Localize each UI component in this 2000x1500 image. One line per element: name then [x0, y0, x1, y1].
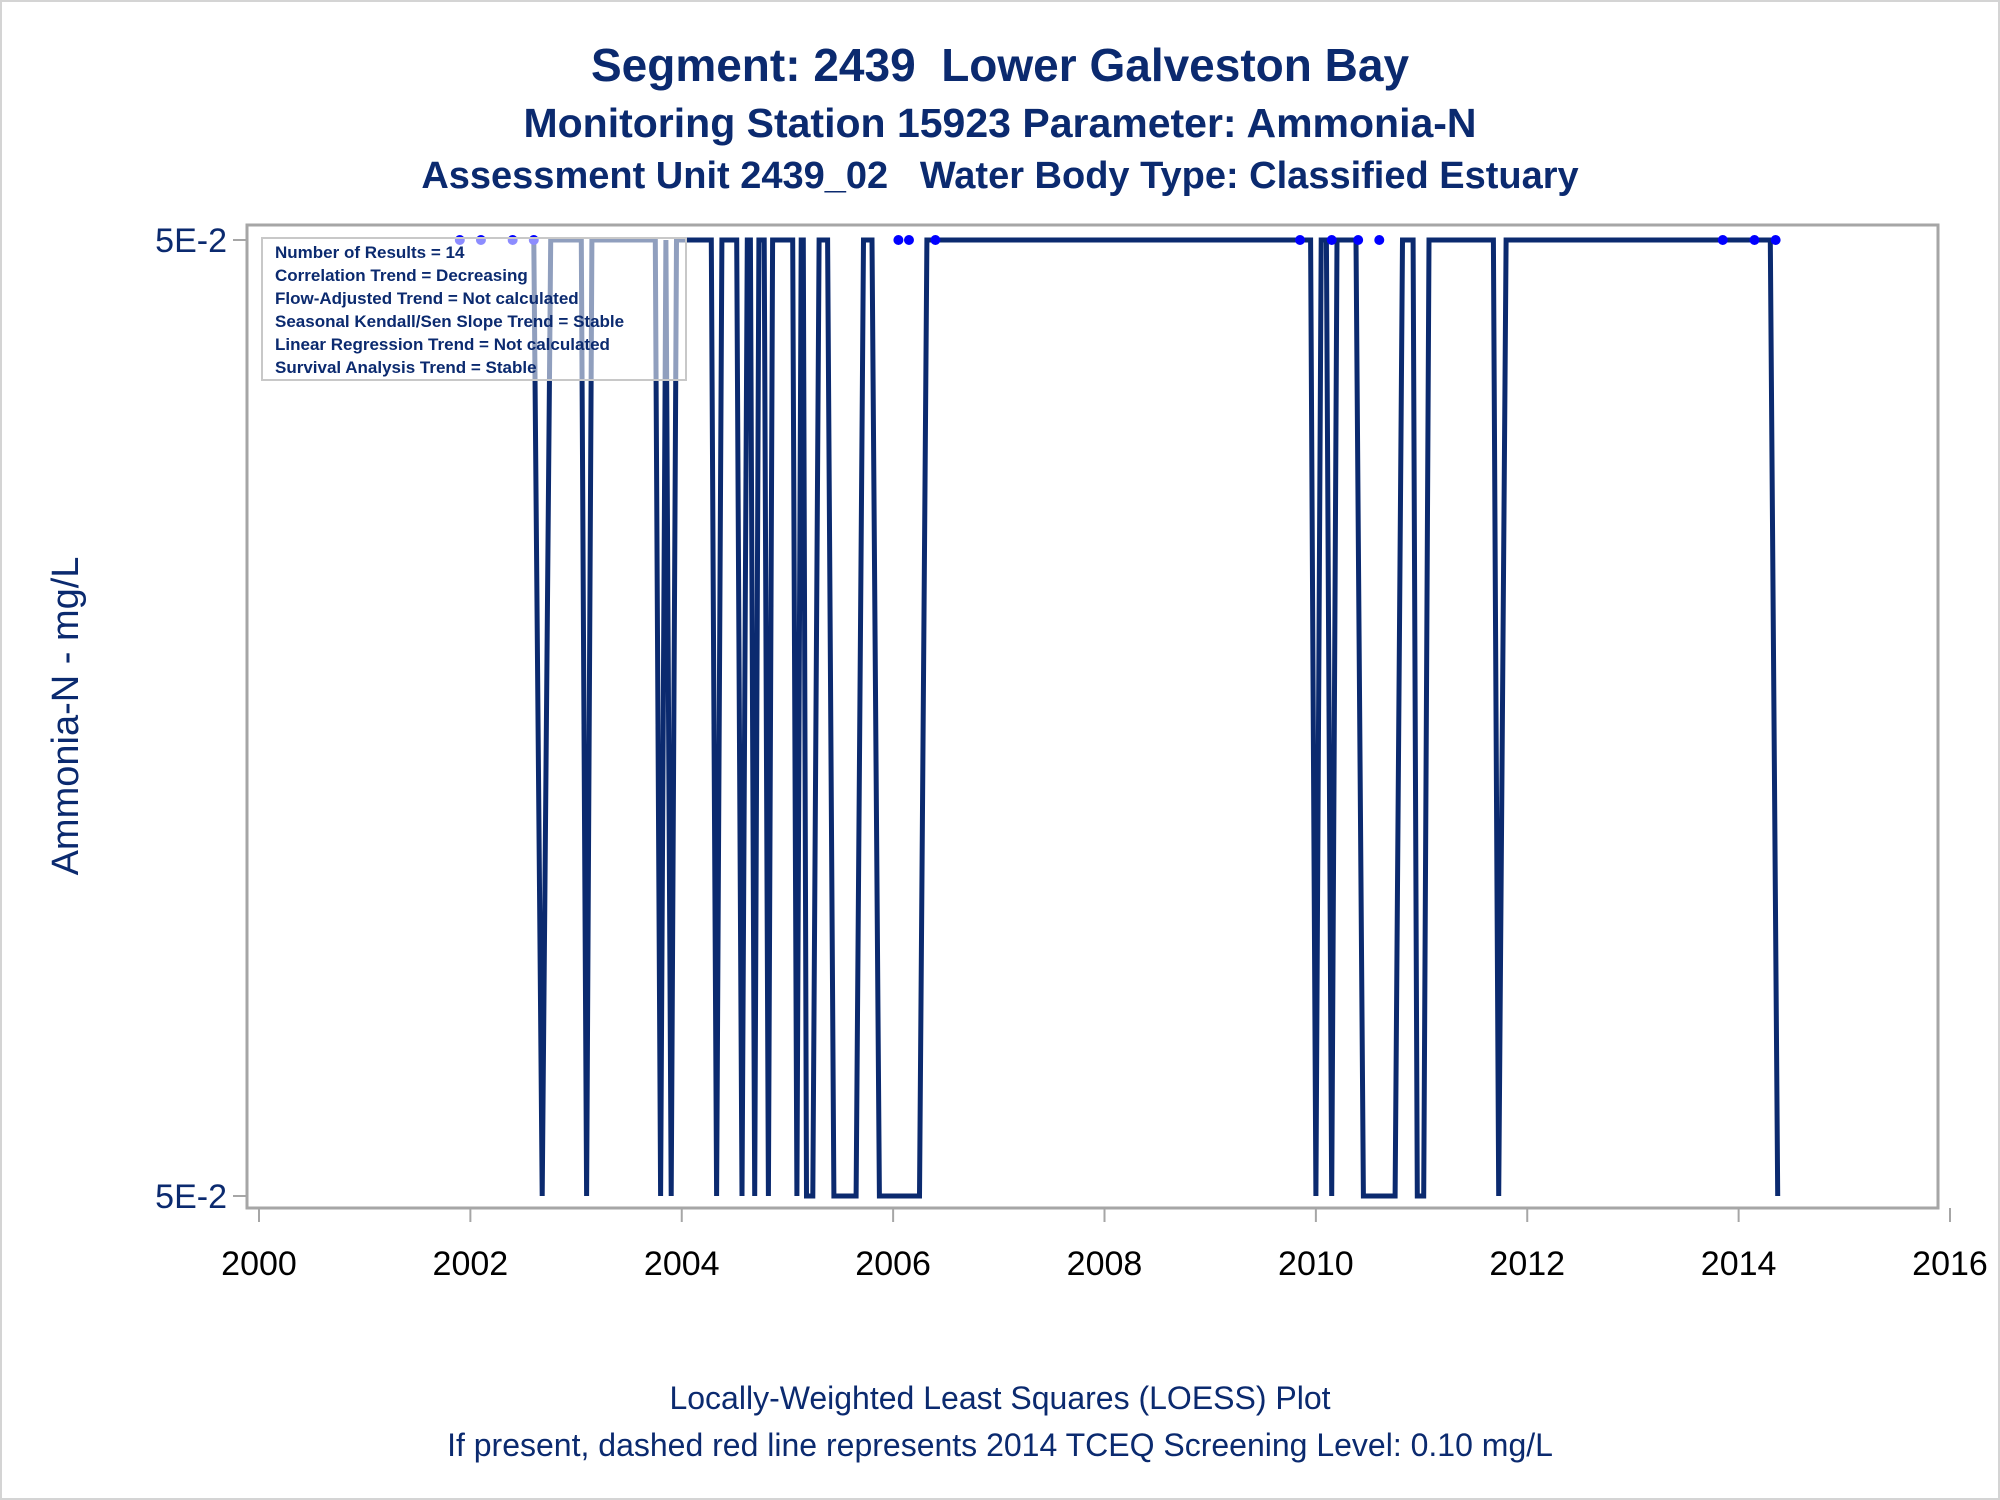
y-tick-label: 5E-2: [155, 222, 227, 260]
chart-subtitle-assessment: Assessment Unit 2439_02 Water Body Type:…: [421, 155, 1579, 197]
data-point: [930, 235, 941, 245]
x-tick-label: 2004: [644, 1245, 720, 1283]
data-point: [1353, 235, 1364, 245]
x-tick-label: 2006: [855, 1245, 931, 1283]
stats-line: Flow-Adjusted Trend = Not calculated: [275, 289, 579, 308]
chart-title: Segment: 2439 Lower Galveston Bay: [590, 39, 1410, 91]
stats-line: Linear Regression Trend = Not calculated: [275, 335, 610, 354]
stats-line: Correlation Trend = Decreasing: [275, 266, 528, 285]
data-point: [1770, 235, 1781, 245]
footnote-loess: Locally-Weighted Least Squares (LOESS) P…: [669, 1380, 1331, 1416]
loess-line: [531, 237, 1781, 1199]
stats-line: Number of Results = 14: [275, 243, 465, 262]
data-point: [1749, 235, 1760, 245]
data-point: [1717, 235, 1728, 245]
data-point: [1295, 235, 1306, 245]
stats-line: Seasonal Kendall/Sen Slope Trend = Stabl…: [275, 312, 624, 331]
x-tick-label: 2010: [1278, 1245, 1354, 1283]
data-point: [903, 235, 914, 245]
x-tick-label: 2014: [1701, 1245, 1777, 1283]
plot-area-border: [245, 223, 1940, 1210]
x-tick-label: 2002: [433, 1245, 509, 1283]
stats-line: Survival Analysis Trend = Stable: [275, 358, 537, 377]
y-tick-label: 5E-2: [155, 1178, 227, 1216]
x-tick-label: 2008: [1067, 1245, 1143, 1283]
x-tick-label: 2012: [1489, 1245, 1565, 1283]
stats-box: [261, 237, 687, 381]
x-tick-label: 2000: [221, 1245, 297, 1283]
footnote-screening-level: If present, dashed red line represents 2…: [447, 1427, 1553, 1463]
chart-subtitle-station: Monitoring Station 15923 Parameter: Ammo…: [523, 100, 1477, 146]
x-tick-label: 2016: [1912, 1245, 1988, 1283]
data-point: [1374, 235, 1385, 245]
data-point: [1326, 235, 1337, 245]
data-point: [893, 235, 904, 245]
y-axis-label: Ammonia-N - mg/L: [45, 557, 87, 876]
